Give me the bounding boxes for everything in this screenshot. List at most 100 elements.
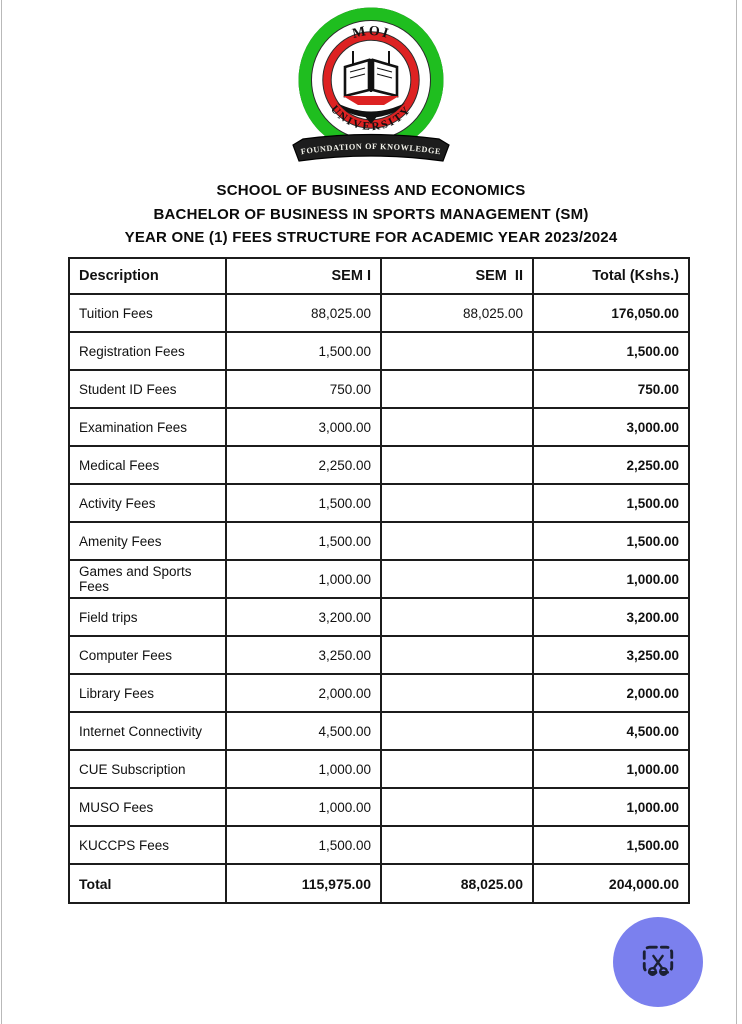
fee-row: Activity Fees 1,500.00 1,500.00 <box>68 483 690 523</box>
cell-total: 3,000.00 <box>532 407 690 447</box>
cell-description: Amenity Fees <box>68 521 227 561</box>
cell-description: Activity Fees <box>68 483 227 523</box>
cell-description: Total <box>68 863 227 904</box>
cell-description: Internet Connectivity <box>68 711 227 751</box>
fee-row: Field trips 3,200.00 3,200.00 <box>68 597 690 637</box>
cell-description: Computer Fees <box>68 635 227 675</box>
cell-description: KUCCPS Fees <box>68 825 227 865</box>
cell-sem2: 88,025.00 <box>380 863 534 904</box>
cell-total: 2,250.00 <box>532 445 690 485</box>
cell-sem1: 1,000.00 <box>225 559 382 599</box>
cell-sem2 <box>380 635 534 675</box>
page-right-edge <box>736 0 737 1024</box>
col-header-total: Total (Kshs.) <box>532 257 690 295</box>
page-left-edge <box>1 0 2 1024</box>
cell-total: 204,000.00 <box>532 863 690 904</box>
cell-total: 1,500.00 <box>532 483 690 523</box>
cell-sem1: 3,000.00 <box>225 407 382 447</box>
cell-sem2 <box>380 787 534 827</box>
cell-sem2 <box>380 407 534 447</box>
cell-sem2 <box>380 711 534 751</box>
col-header-sem2: SEM II <box>380 257 534 295</box>
cell-total: 1,000.00 <box>532 787 690 827</box>
fee-row: Computer Fees 3,250.00 3,250.00 <box>68 635 690 675</box>
logo-banner: FOUNDATION OF KNOWLEDGE <box>292 133 450 162</box>
cell-sem1: 1,000.00 <box>225 787 382 827</box>
table-header-row: Description SEM I SEM II Total (Kshs.) <box>68 257 690 295</box>
cell-sem1: 4,500.00 <box>225 711 382 751</box>
cell-total: 3,200.00 <box>532 597 690 637</box>
col-header-sem1: SEM I <box>225 257 382 295</box>
fee-row: Student ID Fees 750.00 750.00 <box>68 369 690 409</box>
heading-programme: BACHELOR OF BUSINESS IN SPORTS MANAGEMEN… <box>153 205 589 223</box>
fee-row: Examination Fees 3,000.00 3,000.00 <box>68 407 690 447</box>
cell-sem1: 1,500.00 <box>225 331 382 371</box>
cell-sem2 <box>380 559 534 599</box>
fee-row: KUCCPS Fees 1,500.00 1,500.00 <box>68 825 690 865</box>
fee-row: Tuition Fees 88,025.00 88,025.00 176,050.00 <box>68 293 690 333</box>
cell-total: 176,050.00 <box>532 293 690 333</box>
cell-description: Student ID Fees <box>68 369 227 409</box>
fee-row: Amenity Fees 1,500.00 1,500.00 <box>68 521 690 561</box>
cell-description: Games and Sports Fees <box>68 559 227 599</box>
cell-sem1: 3,250.00 <box>225 635 382 675</box>
cell-description: Medical Fees <box>68 445 227 485</box>
cell-description: Examination Fees <box>68 407 227 447</box>
fees-table: Description SEM I SEM II Total (Kshs.) T… <box>68 257 690 904</box>
cell-description: Library Fees <box>68 673 227 713</box>
cell-sem1: 1,000.00 <box>225 749 382 789</box>
cell-total: 750.00 <box>532 369 690 409</box>
heading-school: SCHOOL OF BUSINESS AND ECONOMICS <box>216 182 526 199</box>
fee-row: Library Fees 2,000.00 2,000.00 <box>68 673 690 713</box>
cell-sem2 <box>380 825 534 865</box>
svg-text:MOI: MOI <box>351 24 392 43</box>
cell-sem1: 2,000.00 <box>225 673 382 713</box>
cell-sem1: 1,500.00 <box>225 521 382 561</box>
cell-sem2 <box>380 369 534 409</box>
logo-top-text: MOI <box>351 24 390 43</box>
cell-total: 4,500.00 <box>532 711 690 751</box>
fee-row: Registration Fees 1,500.00 1,500.00 <box>68 331 690 371</box>
cell-description: MUSO Fees <box>68 787 227 827</box>
total-row: Total 115,975.00 88,025.00 204,000.00 <box>68 863 690 904</box>
moi-university-crest: MOI UNIVERSITY FOUNDATION OF KNOWLEDGE <box>292 7 450 162</box>
cell-sem1: 1,500.00 <box>225 825 382 865</box>
heading-year: YEAR ONE (1) FEES STRUCTURE FOR ACADEMIC… <box>124 229 618 246</box>
cell-sem1: 1,500.00 <box>225 483 382 523</box>
cell-sem2 <box>380 749 534 789</box>
cell-sem2: 88,025.00 <box>380 293 534 333</box>
cell-total: 1,000.00 <box>532 749 690 789</box>
cell-sem2 <box>380 483 534 523</box>
crop-scissors-icon <box>642 945 674 976</box>
cell-total: 1,500.00 <box>532 331 690 371</box>
cell-sem2 <box>380 521 534 561</box>
col-header-description: Description <box>68 257 227 295</box>
university-logo: MOI UNIVERSITY FOUNDATION OF KNOWLEDGE <box>283 6 459 172</box>
cell-description: Tuition Fees <box>68 293 227 333</box>
cell-sem2 <box>380 445 534 485</box>
cell-sem2 <box>380 673 534 713</box>
fee-row: Internet Connectivity 4,500.00 4,500.00 <box>68 711 690 751</box>
book-icon <box>337 51 405 124</box>
fee-row: MUSO Fees 1,000.00 1,000.00 <box>68 787 690 827</box>
cell-total: 1,000.00 <box>532 559 690 599</box>
cell-total: 1,500.00 <box>532 521 690 561</box>
fee-row: CUE Subscription 1,000.00 1,000.00 <box>68 749 690 789</box>
cell-total: 3,250.00 <box>532 635 690 675</box>
cell-sem1: 3,200.00 <box>225 597 382 637</box>
cell-description: Field trips <box>68 597 227 637</box>
cell-description: CUE Subscription <box>68 749 227 789</box>
fee-row: Games and Sports Fees 1,000.00 1,000.00 <box>68 559 690 599</box>
document-headings: SCHOOL OF BUSINESS AND ECONOMICS BACHELO… <box>0 179 742 250</box>
cell-sem1: 88,025.00 <box>225 293 382 333</box>
crop-screenshot-button[interactable] <box>613 917 703 1007</box>
cell-total: 2,000.00 <box>532 673 690 713</box>
cell-total: 1,500.00 <box>532 825 690 865</box>
cell-sem2 <box>380 597 534 637</box>
cell-sem1: 750.00 <box>225 369 382 409</box>
cell-sem1: 2,250.00 <box>225 445 382 485</box>
cell-sem2 <box>380 331 534 371</box>
cell-sem1: 115,975.00 <box>225 863 382 904</box>
fee-row: Medical Fees 2,250.00 2,250.00 <box>68 445 690 485</box>
